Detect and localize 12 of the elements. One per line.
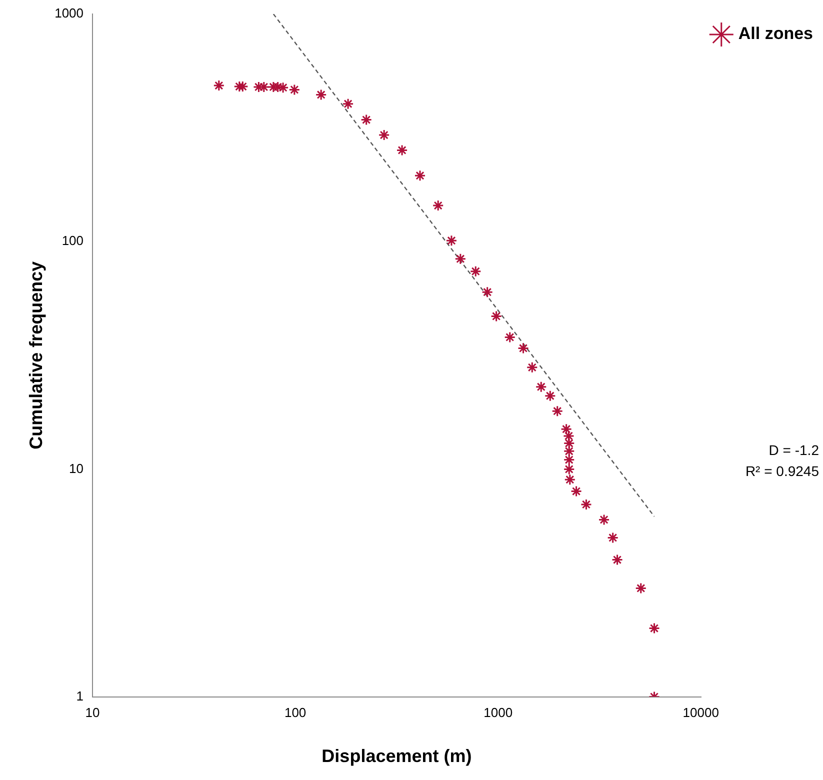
y-tick-label: 10 — [69, 460, 84, 476]
y-tick-label: 100 — [62, 233, 84, 248]
x-tick-label: 100 — [284, 705, 306, 720]
text: D = -1.2 R² = 0.9245 — [745, 442, 820, 479]
x-tick-label: 10 — [85, 705, 100, 720]
y-tick-label: 1000 — [54, 6, 84, 21]
x-tick-label: 1000 — [484, 705, 513, 720]
y-axis-title: Cumulative frequency — [26, 261, 46, 450]
x-tick-label: 10000 — [682, 705, 719, 720]
y-tick-label: 1 — [76, 688, 84, 704]
x-axis-title: Displacement (m) — [322, 746, 472, 766]
legend-label: All zones — [738, 24, 813, 44]
